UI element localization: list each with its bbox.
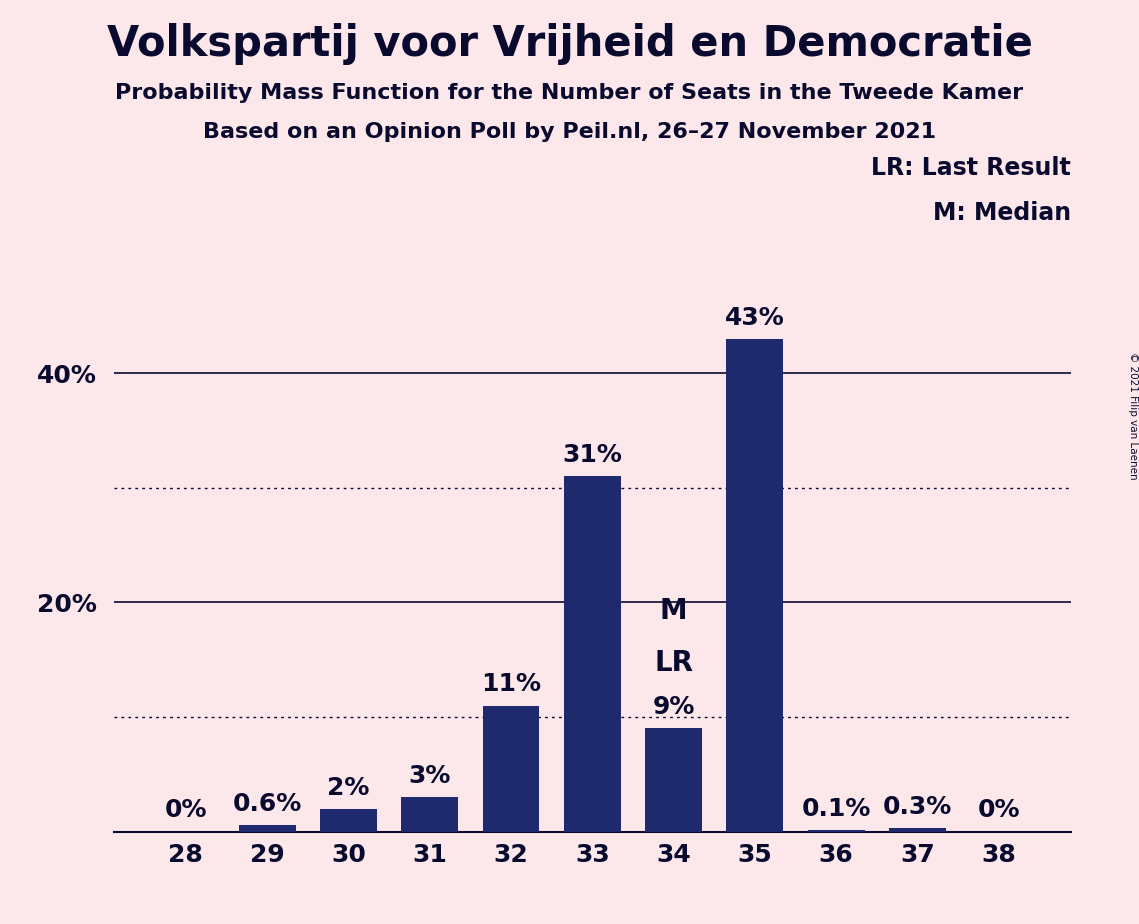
Text: 43%: 43% <box>726 306 785 330</box>
Text: 3%: 3% <box>409 764 451 788</box>
Bar <box>808 831 865 832</box>
Text: 0.3%: 0.3% <box>883 795 952 819</box>
Text: Based on an Opinion Poll by Peil.nl, 26–27 November 2021: Based on an Opinion Poll by Peil.nl, 26–… <box>203 122 936 142</box>
Text: Volkspartij voor Vrijheid en Democratie: Volkspartij voor Vrijheid en Democratie <box>107 23 1032 65</box>
Text: 0%: 0% <box>165 798 207 822</box>
Bar <box>645 728 702 832</box>
Text: © 2021 Filip van Laenen: © 2021 Filip van Laenen <box>1129 352 1138 480</box>
Bar <box>320 808 377 832</box>
Bar <box>564 477 621 832</box>
Bar <box>239 825 296 832</box>
Text: 31%: 31% <box>563 444 622 468</box>
Text: 11%: 11% <box>481 673 541 697</box>
Bar <box>727 339 784 832</box>
Bar <box>483 706 540 832</box>
Text: LR: Last Result: LR: Last Result <box>871 155 1071 179</box>
Text: 9%: 9% <box>653 696 695 719</box>
Text: 0.6%: 0.6% <box>232 792 302 816</box>
Text: 0%: 0% <box>977 798 1019 822</box>
Text: M: M <box>659 597 687 626</box>
Text: M: Median: M: Median <box>933 201 1071 225</box>
Text: 0.1%: 0.1% <box>802 797 871 821</box>
Text: LR: LR <box>654 649 693 677</box>
Bar <box>401 797 458 832</box>
Text: 2%: 2% <box>327 775 369 799</box>
Text: Probability Mass Function for the Number of Seats in the Tweede Kamer: Probability Mass Function for the Number… <box>115 83 1024 103</box>
Bar <box>888 828 945 832</box>
